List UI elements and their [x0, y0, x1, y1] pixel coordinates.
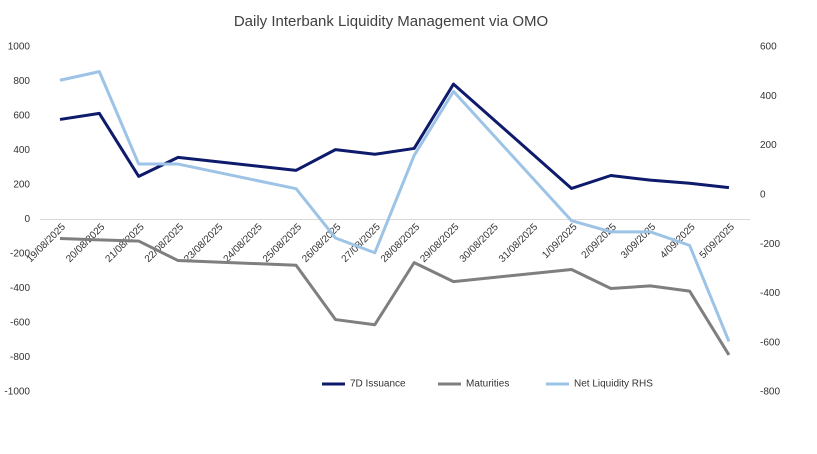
x-tick-label: 24/08/2025: [222, 221, 265, 264]
x-tick-label: 25/08/2025: [261, 221, 304, 264]
x-tick-label: 22/08/2025: [143, 221, 186, 264]
x-tick-label: 20/08/2025: [64, 221, 107, 264]
y-tick-label: -800: [10, 352, 30, 363]
x-tick-label: 5/09/2025: [698, 221, 738, 261]
y2-tick-label: -200: [760, 239, 780, 250]
x-tick-label: 19/08/2025: [25, 221, 68, 264]
y2-tick-label: -400: [760, 288, 780, 299]
y2-tick-label: 600: [760, 42, 777, 53]
legend-label: Maturities: [466, 379, 509, 390]
series-line: [59, 70, 731, 343]
series-line: [59, 236, 731, 356]
y2-tick-label: -600: [760, 337, 780, 348]
y-tick-label: -200: [10, 249, 30, 260]
series-line: [59, 82, 730, 190]
y-tick-label: -400: [10, 283, 30, 294]
y2-tick-label: -800: [760, 387, 780, 398]
y-tick-label: 600: [13, 111, 30, 122]
y-tick-label: 800: [13, 76, 30, 87]
y-tick-label: 0: [24, 214, 30, 225]
y2-tick-label: 0: [760, 189, 766, 200]
x-tick-label: 31/08/2025: [497, 221, 540, 264]
x-tick-label: 1/09/2025: [540, 221, 580, 261]
y2-tick-label: 400: [760, 91, 777, 102]
x-tick-label: 3/09/2025: [619, 221, 659, 261]
legend-label: Net Liquidity RHS: [574, 379, 653, 390]
x-tick-label: 26/08/2025: [300, 221, 343, 264]
x-tick-label: 29/08/2025: [418, 221, 461, 264]
y-tick-label: 1000: [8, 42, 31, 53]
y-tick-label: 400: [13, 145, 30, 156]
y-tick-label: -1000: [4, 387, 30, 398]
y-tick-label: 200: [13, 180, 30, 191]
x-tick-label: 30/08/2025: [458, 221, 501, 264]
y-tick-label: -600: [10, 318, 30, 329]
y2-tick-label: 200: [760, 140, 777, 151]
x-tick-label: 23/08/2025: [182, 221, 225, 264]
chart-title: Daily Interbank Liquidity Management via…: [234, 13, 548, 30]
legend-label: 7D Issuance: [350, 379, 406, 390]
